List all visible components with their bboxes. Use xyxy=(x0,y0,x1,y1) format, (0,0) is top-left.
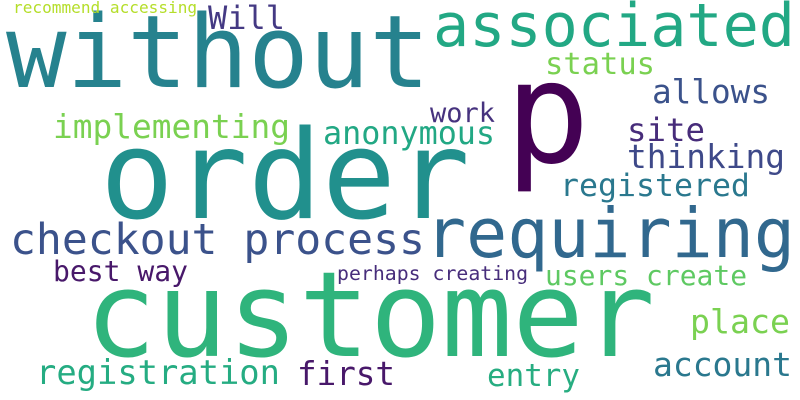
word-users-create: users create xyxy=(545,259,748,293)
word-work: work xyxy=(430,97,496,129)
word-account: account xyxy=(653,345,792,385)
word-site: site xyxy=(627,110,705,149)
word-implementing: implementing xyxy=(53,108,290,147)
word-perhaps-creating: perhaps creating xyxy=(337,262,529,286)
word-first: first xyxy=(297,355,395,394)
word-thinking: thinking xyxy=(627,138,785,177)
word-place: place xyxy=(690,302,790,342)
word-recommend-accessing: recommend accessing xyxy=(13,0,198,17)
word-registered: registered xyxy=(560,167,750,204)
word-status: status xyxy=(545,46,656,82)
word-will: Will xyxy=(208,0,285,37)
word-entry: entry xyxy=(487,357,580,394)
word-checkout-process: checkout process xyxy=(10,215,425,266)
word-p: p xyxy=(505,31,590,196)
word-customer: customer xyxy=(85,246,655,385)
word-without: without xyxy=(6,0,431,111)
word-order: order xyxy=(100,104,470,248)
word-associated: associated xyxy=(433,0,795,61)
word-best-way: best way xyxy=(53,255,188,289)
word-allows: allows xyxy=(652,73,771,112)
word-registration: registration xyxy=(36,353,280,393)
word-requiring: requiring xyxy=(425,195,795,275)
word-anonymous: anonymous xyxy=(323,115,496,152)
